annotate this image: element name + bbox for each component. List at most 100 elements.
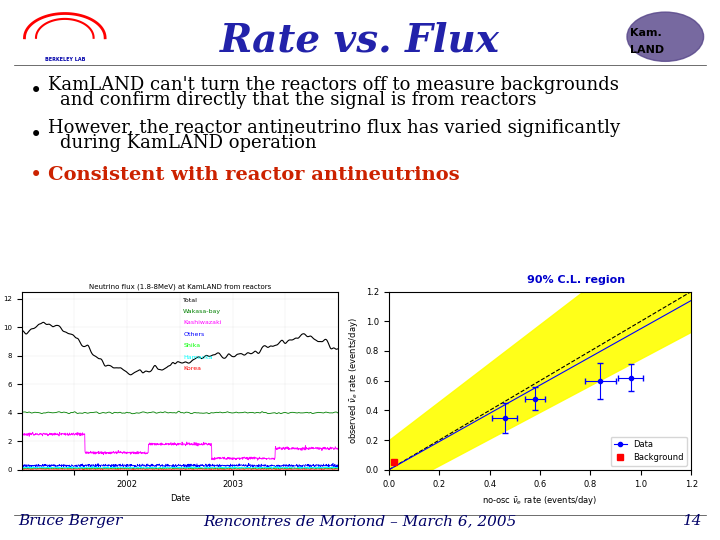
Text: However, the reactor antineutrino flux has varied significantly: However, the reactor antineutrino flux h…: [48, 119, 620, 137]
Others: [334, 462, 343, 469]
Text: Rencontres de Moriond – March 6, 2005: Rencontres de Moriond – March 6, 2005: [203, 514, 517, 528]
Korea: [145, 465, 154, 472]
Text: Total: Total: [183, 298, 198, 302]
Text: •: •: [30, 83, 42, 102]
Line: Total: Total: [22, 322, 338, 375]
Text: BERKELEY LAB: BERKELEY LAB: [45, 57, 85, 62]
Others: [271, 463, 279, 469]
Text: Kam.: Kam.: [630, 29, 662, 38]
Others: [157, 462, 166, 469]
Total: [50, 323, 58, 329]
Korea: [50, 466, 58, 472]
Shika: [334, 465, 343, 472]
Total: [146, 368, 155, 375]
X-axis label: no-osc $\bar{\nu}_e$ rate (events/day): no-osc $\bar{\nu}_e$ rate (events/day): [482, 494, 598, 507]
Kashiwazaki: [334, 446, 343, 452]
Text: KamLAND can't turn the reactors off to measure backgrounds: KamLAND can't turn the reactors off to m…: [48, 76, 619, 94]
Line: Others: Others: [22, 463, 338, 468]
Text: LAND: LAND: [630, 45, 664, 55]
Text: Consistent with reactor antineutrinos: Consistent with reactor antineutrinos: [48, 166, 459, 184]
Korea: [17, 466, 26, 472]
Others: [244, 460, 253, 467]
Text: Rate vs. Flux: Rate vs. Flux: [220, 21, 500, 59]
Korea: [270, 466, 279, 472]
Shika: [235, 465, 243, 472]
Text: 90% C.L. region: 90% C.L. region: [527, 275, 626, 285]
Hamacka: [145, 465, 154, 471]
Text: Kashiwazaki: Kashiwazaki: [183, 320, 222, 326]
Kashiwazaki: [265, 456, 274, 462]
Kashiwazaki: [50, 430, 58, 437]
Kashiwazaki: [157, 440, 166, 447]
Wakasa-bay: [17, 409, 26, 415]
Shika: [145, 465, 154, 471]
Others: [50, 461, 58, 468]
Korea: [334, 466, 343, 472]
Total: [127, 372, 135, 378]
Text: •: •: [30, 125, 42, 145]
Hamacka: [264, 464, 273, 470]
Hamacka: [157, 465, 166, 471]
Text: •: •: [30, 165, 42, 185]
Wakasa-bay: [235, 409, 244, 416]
Kashiwazaki: [145, 440, 154, 447]
Korea: [265, 465, 274, 472]
Shika: [17, 465, 26, 472]
Y-axis label: observed $\bar{\nu}_e$ rate (events/day): observed $\bar{\nu}_e$ rate (events/day): [347, 318, 360, 444]
Text: Wakasa-bay: Wakasa-bay: [183, 309, 221, 314]
Title: Neutrino flux (1.8-8MeV) at KamLAND from reactors: Neutrino flux (1.8-8MeV) at KamLAND from…: [89, 284, 271, 291]
Wakasa-bay: [271, 409, 279, 416]
Circle shape: [627, 12, 703, 62]
Kashiwazaki: [253, 457, 262, 463]
Korea: [157, 466, 166, 472]
Others: [265, 463, 274, 469]
Korea: [235, 466, 244, 472]
Hamacka: [17, 464, 26, 471]
Shika: [333, 464, 342, 471]
Text: Shika: Shika: [183, 343, 200, 348]
Kashiwazaki: [271, 455, 279, 461]
Total: [235, 350, 244, 357]
Hamacka: [270, 464, 279, 471]
Kashiwazaki: [17, 431, 26, 438]
Others: [235, 462, 244, 469]
Wakasa-bay: [157, 409, 166, 416]
Wakasa-bay: [145, 409, 154, 416]
Line: Shika: Shika: [22, 468, 338, 469]
Line: Hamacka: Hamacka: [22, 467, 338, 469]
Line: Wakasa-bay: Wakasa-bay: [22, 411, 338, 414]
Kashiwazaki: [28, 429, 37, 435]
Wakasa-bay: [334, 410, 343, 416]
Total: [17, 327, 26, 334]
Hamacka: [235, 464, 243, 470]
Wakasa-bay: [265, 410, 274, 417]
Others: [161, 464, 170, 471]
Text: during KamLAND operation: during KamLAND operation: [60, 134, 317, 152]
Others: [145, 462, 154, 469]
Korea: [300, 465, 308, 472]
Text: 14: 14: [683, 514, 702, 528]
Shika: [270, 465, 279, 472]
Text: Hamacka: Hamacka: [183, 355, 213, 360]
Shika: [265, 465, 274, 471]
Legend: Data, Background: Data, Background: [611, 437, 687, 465]
Text: Korea: Korea: [183, 366, 201, 371]
Total: [39, 319, 48, 326]
Hamacka: [50, 464, 58, 471]
Total: [158, 367, 166, 373]
Text: and confirm directly that the signal is from reactors: and confirm directly that the signal is …: [60, 91, 536, 109]
Text: Others: Others: [183, 332, 204, 337]
Hamacka: [305, 465, 313, 472]
Hamacka: [334, 465, 343, 471]
Line: Kashiwazaki: Kashiwazaki: [22, 432, 338, 460]
X-axis label: Date: Date: [170, 494, 190, 503]
Korea: [78, 466, 87, 472]
Shika: [157, 465, 166, 472]
Kashiwazaki: [235, 456, 244, 463]
Total: [334, 346, 343, 352]
Total: [265, 343, 274, 350]
Wakasa-bay: [50, 409, 58, 416]
Shika: [264, 466, 273, 472]
Wakasa-bay: [174, 408, 183, 415]
Text: Bruce Berger: Bruce Berger: [18, 514, 122, 528]
